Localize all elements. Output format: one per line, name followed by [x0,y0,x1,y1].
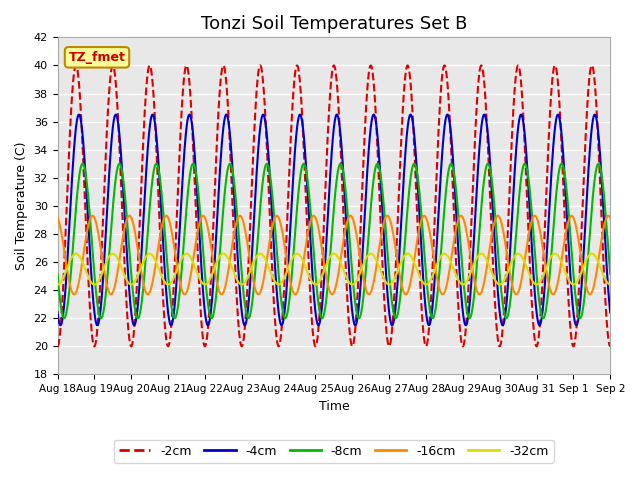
Y-axis label: Soil Temperature (C): Soil Temperature (C) [15,142,28,270]
Text: TZ_fmet: TZ_fmet [68,51,125,64]
Legend: -2cm, -4cm, -8cm, -16cm, -32cm: -2cm, -4cm, -8cm, -16cm, -32cm [114,440,554,463]
Title: Tonzi Soil Temperatures Set B: Tonzi Soil Temperatures Set B [201,15,467,33]
X-axis label: Time: Time [319,400,349,413]
